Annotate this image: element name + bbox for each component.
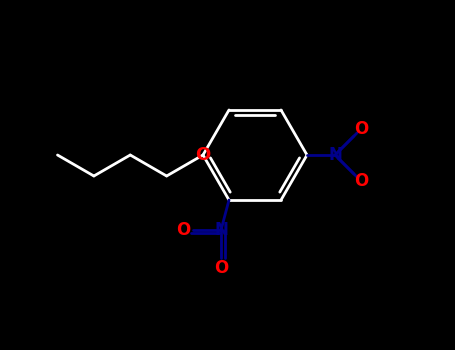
Text: O: O <box>354 120 368 138</box>
Text: O: O <box>354 172 368 190</box>
Text: O: O <box>214 259 228 277</box>
Text: O: O <box>176 221 190 239</box>
Text: O: O <box>195 146 211 164</box>
Text: N: N <box>214 221 228 239</box>
Text: N: N <box>328 146 342 164</box>
